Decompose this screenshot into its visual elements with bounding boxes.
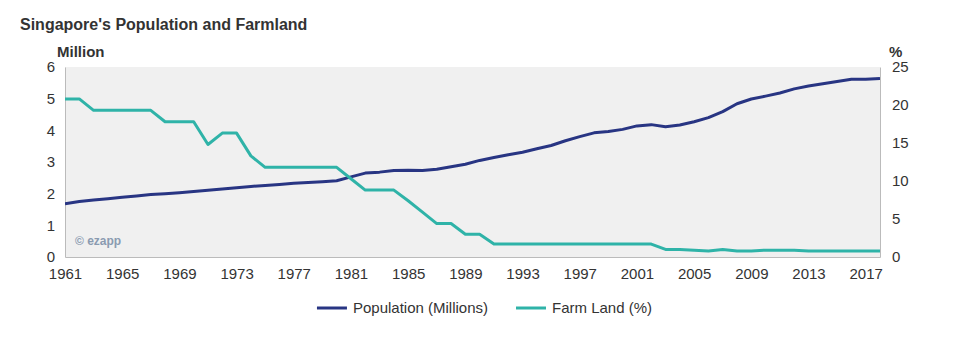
tick: 1973 [220,257,253,282]
tick-label: 15 [892,134,909,151]
y-axis-title: Million [57,43,105,60]
tick: 1989 [449,257,482,282]
tick-label: 1961 [49,265,82,282]
tick: 1969 [163,257,196,282]
y-axis: 0 1 2 3 4 5 6 [47,58,66,265]
tick-label: 1981 [335,265,368,282]
tick-label: 2009 [735,265,768,282]
tick: 5 [880,210,900,227]
legend-swatch [317,307,347,310]
y2-axis: 0 5 10 15 20 25 [880,58,909,265]
tick: 2017 [850,257,883,282]
x-axis-line [66,257,881,258]
tick: 15 [880,134,909,151]
annotation: © ezapp [75,234,121,248]
y2-axis-line [880,68,881,258]
chart: Singapore's Population and Farmland Milli… [0,0,969,342]
tick-label: 10 [892,172,909,189]
y-axis-line [65,68,66,258]
plot: 1961 1965 1969 1973 1977 1981 1985 1989 1993 1997… [47,58,909,281]
legend-item: Population (Millions) [317,299,488,316]
tick: 2 [47,185,65,202]
tick-label: 0 [47,248,55,265]
legend-label: Farm Land (%) [552,299,652,316]
tick-label: 3 [47,153,55,170]
tick: 4 [47,122,65,139]
tick: 20 [880,96,909,113]
tick-label: 1997 [564,265,597,282]
tick: 3 [47,153,65,170]
x-axis: 1961 1965 1969 1973 1977 1981 1985 1989 1993 1997… [49,257,883,282]
tick-label: 2017 [850,265,883,282]
legend-swatch [516,307,546,310]
tick-label: 1965 [106,265,139,282]
legend-item: Farm Land (%) [516,299,652,316]
tick: 2013 [792,257,825,282]
tick: 10 [880,172,909,189]
tick-label: 1969 [163,265,196,282]
tick: 1993 [506,257,539,282]
tick-label: 1993 [506,265,539,282]
tick-label: 1973 [220,265,253,282]
tick-label: 5 [47,90,55,107]
tick: 0 [47,248,65,265]
tick-label: 5 [892,210,900,227]
tick: 1977 [278,257,311,282]
tick: 25 [880,58,909,75]
series-line [65,78,880,203]
tick-label: 2001 [621,265,654,282]
tick-label: 2 [47,185,55,202]
tick: 2009 [735,257,768,282]
tick: 1985 [392,257,425,282]
tick-label: 1977 [278,265,311,282]
legend-label: Population (Millions) [353,299,488,316]
tick: 2001 [621,257,654,282]
tick: 0 [880,248,900,265]
tick-label: 4 [47,122,55,139]
series-group [65,78,880,251]
tick: 1 [47,217,65,234]
tick: 5 [47,90,65,107]
tick-label: 20 [892,96,909,113]
tick: 1981 [335,257,368,282]
tick-label: 2005 [678,265,711,282]
tick-label: 25 [892,58,909,75]
tick-label: 1989 [449,265,482,282]
tick: 1965 [106,257,139,282]
tick-label: 1 [47,217,55,234]
legend: Population (Millions) Farm Land (%) [317,299,652,316]
tick-label: 0 [892,248,900,265]
tick: 6 [47,58,65,75]
tick-label: 1985 [392,265,425,282]
tick-label: 6 [47,58,55,75]
tick-label: 2013 [792,265,825,282]
title: Singapore's Population and Farmland [20,16,307,33]
plot-background [65,67,880,257]
series-line [65,99,880,251]
tick: 2005 [678,257,711,282]
tick: 1997 [564,257,597,282]
